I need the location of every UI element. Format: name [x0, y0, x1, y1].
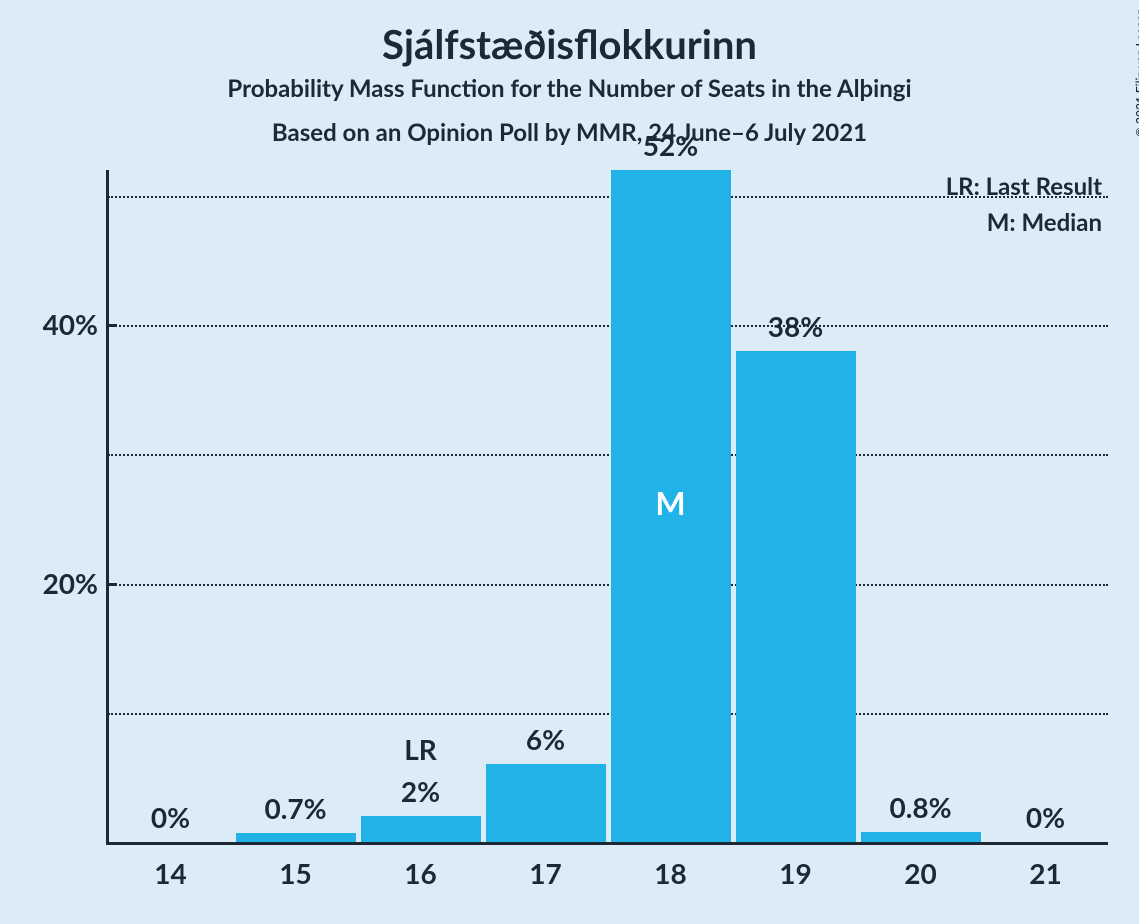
legend-lr: LR: Last Result — [946, 172, 1102, 201]
x-tick-label: 21 — [986, 856, 1106, 890]
plot-area: 0%0.7%2%LR6%52%M38%0.8%0% — [108, 170, 1108, 842]
y-axis — [106, 170, 109, 845]
x-tick-label: 15 — [236, 856, 356, 890]
x-axis — [106, 842, 1108, 845]
bar — [486, 764, 606, 842]
x-tick-label: 18 — [611, 856, 731, 890]
gridline — [108, 713, 1108, 715]
bar-value-label: 0% — [101, 800, 241, 834]
gridline — [108, 584, 1108, 586]
bar-value-label: 0.8% — [851, 790, 991, 824]
y-tick-label: 40% — [8, 307, 98, 341]
x-tick-label: 19 — [736, 856, 856, 890]
chart-container: Sjálfstæðisflokkurinn Probability Mass Fu… — [0, 0, 1139, 924]
copyright: © 2021 Filip van Laenen — [1133, 8, 1139, 137]
lr-marker: LR — [361, 732, 481, 766]
chart-subtitle-1: Probability Mass Function for the Number… — [0, 74, 1139, 103]
bar-value-label: 6% — [476, 722, 616, 756]
bar-value-label: 52% — [601, 128, 741, 162]
x-tick-label: 16 — [361, 856, 481, 890]
bar — [861, 832, 981, 842]
bar-value-label: 0.7% — [226, 791, 366, 825]
gridline — [108, 325, 1108, 327]
x-tick-label: 17 — [486, 856, 606, 890]
median-marker: M — [611, 483, 731, 522]
y-tick-label: 20% — [8, 566, 98, 600]
chart-title: Sjálfstæðisflokkurinn — [0, 20, 1139, 68]
x-tick-label: 20 — [861, 856, 981, 890]
gridline — [108, 454, 1108, 456]
bar — [361, 816, 481, 842]
bar-value-label: 0% — [976, 800, 1116, 834]
bar — [236, 833, 356, 842]
chart-subtitle-2: Based on an Opinion Poll by MMR, 24 June… — [0, 118, 1139, 147]
x-tick-label: 14 — [111, 856, 231, 890]
bar-value-label: 38% — [726, 309, 866, 343]
bar — [736, 351, 856, 842]
bar-value-label: 2% — [351, 774, 491, 808]
legend-m: M: Median — [987, 208, 1102, 237]
